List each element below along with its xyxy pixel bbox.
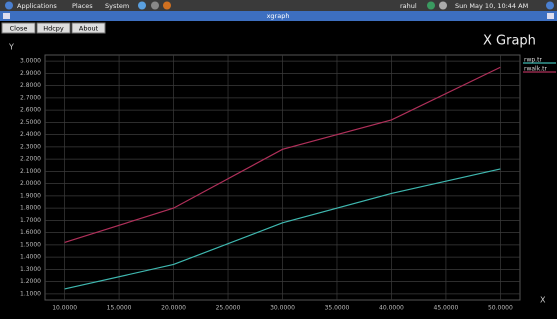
x-tick-label: 50.0000 <box>488 305 513 312</box>
menu[interactable]: Applications <box>17 2 57 10</box>
launcher-icon[interactable] <box>163 2 171 10</box>
clock[interactable]: Sun May 10, 10:44 AM <box>455 2 528 10</box>
legend-label: rwalk.tr <box>524 66 547 73</box>
x-tick-label: 30.0000 <box>270 305 295 312</box>
menu-icon <box>5 2 13 10</box>
y-tick-label: 1.3000 <box>20 266 41 273</box>
window-button-label[interactable]: Close <box>10 25 28 33</box>
tray-icon[interactable] <box>546 2 554 10</box>
menu[interactable]: System <box>105 2 129 10</box>
window-menu-button[interactable] <box>3 13 10 19</box>
y-tick-label: 1.7000 <box>20 217 41 224</box>
y-tick-label: 1.8000 <box>20 205 41 212</box>
y-axis-label: Y <box>8 43 14 52</box>
y-tick-label: 3.0000 <box>20 58 41 65</box>
y-tick-label: 2.8000 <box>20 82 41 89</box>
user-name[interactable]: rahul <box>400 2 417 10</box>
y-tick-label: 1.1000 <box>20 290 41 297</box>
screen: Applications Places System rahul Sun May… <box>0 0 557 315</box>
y-tick-label: 2.5000 <box>20 119 41 126</box>
x-tick-label: 15.0000 <box>107 305 132 312</box>
launcher-icon[interactable] <box>138 2 146 10</box>
x-tick-label: 40.0000 <box>379 305 404 312</box>
y-tick-label: 2.6000 <box>20 107 41 114</box>
launcher-icon[interactable] <box>151 2 159 10</box>
y-tick-label: 2.4000 <box>20 131 41 138</box>
y-tick-label: 2.1000 <box>20 168 41 175</box>
page: Applications Places System rahul Sun May… <box>0 0 557 315</box>
y-tick-label: 1.4000 <box>20 254 41 261</box>
y-tick-label: 2.3000 <box>20 143 41 150</box>
y-tick-label: 2.0000 <box>20 180 41 187</box>
x-tick-label: 35.0000 <box>325 305 350 312</box>
window-button-label[interactable]: Hdcpy <box>43 25 64 33</box>
tray-icon[interactable] <box>439 2 447 10</box>
x-tick-label: 20.0000 <box>161 305 186 312</box>
x-tick-label: 10.0000 <box>52 305 77 312</box>
app-title: X Graph <box>483 34 536 49</box>
x-tick-label: 45.0000 <box>434 305 459 312</box>
y-tick-label: 1.2000 <box>20 278 41 285</box>
window-close-button[interactable] <box>547 13 554 19</box>
window-button-label[interactable]: About <box>79 25 99 33</box>
menu[interactable]: Places <box>72 2 93 10</box>
y-tick-label: 1.9000 <box>20 192 41 199</box>
y-tick-label: 2.9000 <box>20 70 41 77</box>
tray-icon[interactable] <box>427 2 435 10</box>
legend-label: rwp.tr <box>524 57 542 64</box>
y-tick-label: 2.7000 <box>20 94 41 101</box>
x-tick-label: 25.0000 <box>216 305 241 312</box>
y-tick-label: 1.6000 <box>20 229 41 236</box>
y-tick-label: 2.2000 <box>20 156 41 163</box>
x-axis-label: X <box>540 296 546 305</box>
y-tick-label: 1.5000 <box>20 241 41 248</box>
window-title: xgraph <box>267 12 290 20</box>
